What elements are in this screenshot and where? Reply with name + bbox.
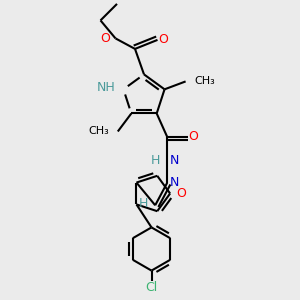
Text: N: N <box>169 154 179 167</box>
Text: Cl: Cl <box>146 280 158 294</box>
Text: O: O <box>177 187 187 200</box>
Text: CH₃: CH₃ <box>89 127 110 136</box>
Text: H: H <box>138 197 148 210</box>
Text: CH₃: CH₃ <box>194 76 215 86</box>
Text: O: O <box>100 32 110 45</box>
Text: N: N <box>169 176 179 189</box>
Text: H: H <box>151 154 160 167</box>
Text: O: O <box>158 33 168 46</box>
Text: O: O <box>189 130 199 143</box>
Text: NH: NH <box>96 81 115 94</box>
